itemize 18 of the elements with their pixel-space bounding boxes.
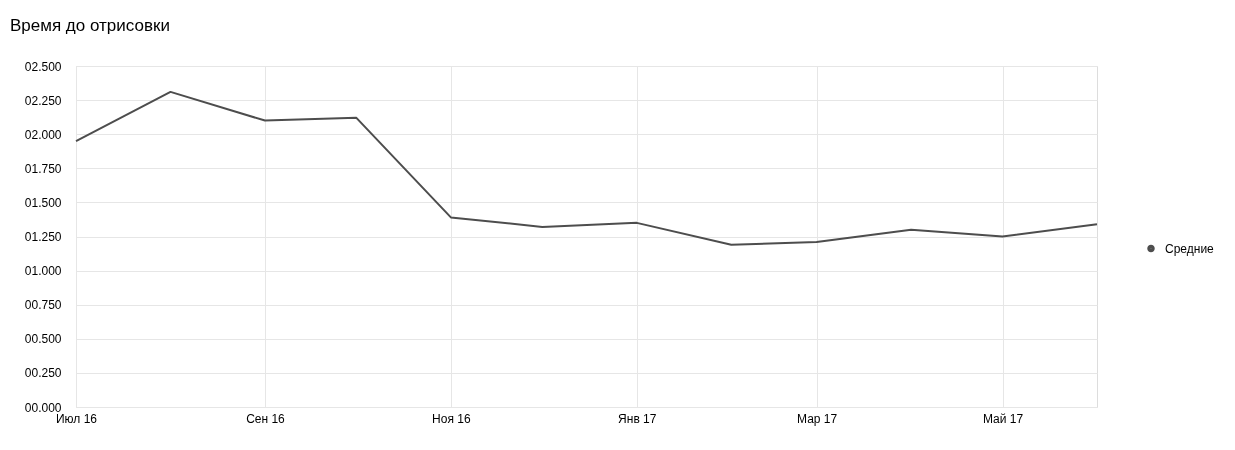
y-tick-label: 01.250 (24, 230, 62, 244)
legend-label: Средние (1165, 241, 1215, 256)
x-tick-label: Сен 16 (246, 411, 286, 426)
y-tick-label: 02.000 (24, 127, 62, 142)
x-tick-label: Май 17 (982, 411, 1024, 426)
line-series (75, 90, 1098, 246)
y-tick-label: 00.500 (24, 332, 62, 347)
y-tick-label: 02.500 (24, 59, 62, 74)
x-tick-label: Мар 17 (797, 411, 838, 426)
y-tick-label: 01.000 (24, 264, 62, 279)
y-tick-label: 00.750 (24, 298, 62, 313)
y-tick-label: 00.250 (24, 366, 62, 381)
chart-title: Время до отрисовки (10, 16, 170, 35)
x-tick-label: Янв 17 (618, 411, 657, 426)
y-tick-label: 01.500 (24, 195, 62, 210)
x-tick-label: Ноя 16 (432, 411, 471, 426)
y-tick-label: 02.250 (24, 93, 62, 108)
y-tick-label: 01.750 (24, 161, 62, 176)
